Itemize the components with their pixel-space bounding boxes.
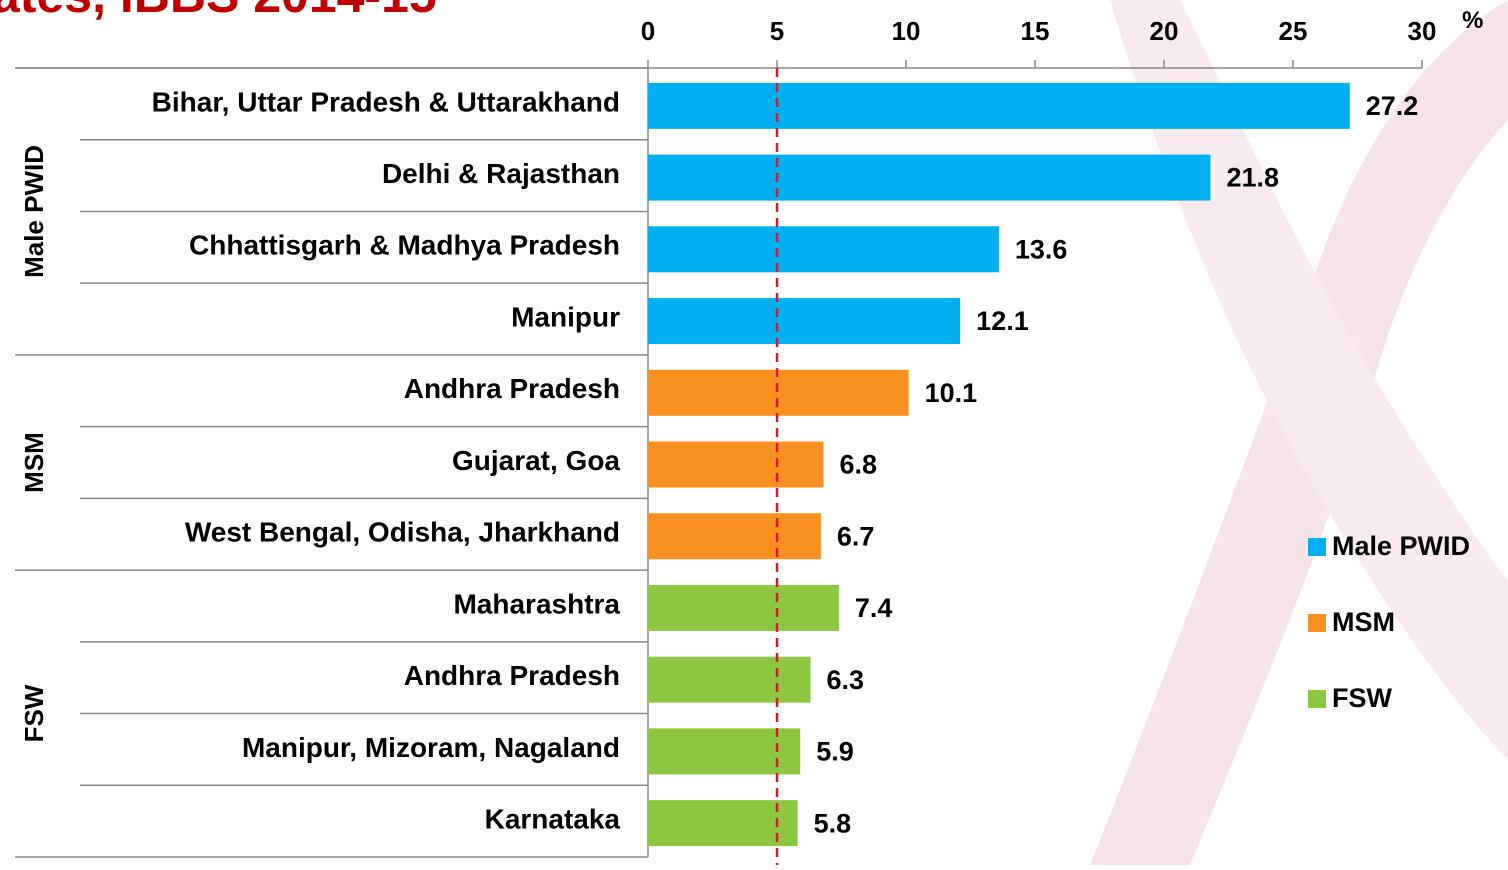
bar <box>648 585 839 631</box>
value-label: 5.9 <box>816 737 854 767</box>
value-label: 13.6 <box>1015 234 1068 264</box>
x-tick-label: 20 <box>1150 16 1179 46</box>
value-label: 6.3 <box>827 665 865 695</box>
y-tick-label: Manipur, Mizoram, Nagaland <box>242 732 620 763</box>
page: {"chart_data": {"type": "bar", "orientat… <box>0 0 1508 865</box>
bar <box>648 226 999 272</box>
bar <box>648 513 821 559</box>
group-label: FSW <box>19 684 49 742</box>
legend-label: MSM <box>1332 607 1395 637</box>
x-tick-label: 30 <box>1408 16 1437 46</box>
y-tick-label: Gujarat, Goa <box>452 445 620 476</box>
group-label: Male PWID <box>19 145 49 278</box>
y-tick-label: Chhattisgarh & Madhya Pradesh <box>189 230 620 261</box>
x-tick-label: 10 <box>892 16 921 46</box>
value-label: 7.4 <box>855 593 893 623</box>
legend-swatch <box>1308 690 1326 708</box>
bar <box>648 83 1350 129</box>
value-label: 27.2 <box>1366 91 1419 121</box>
y-tick-label: Delhi & Rajasthan <box>382 158 620 189</box>
y-tick-label: Andhra Pradesh <box>404 373 620 404</box>
x-tick-label: 25 <box>1279 16 1308 46</box>
bar <box>648 657 811 703</box>
y-tick-label: West Bengal, Odisha, Jharkhand <box>185 517 620 548</box>
x-tick-label: 15 <box>1021 16 1050 46</box>
bar <box>648 442 823 488</box>
y-tick-label: Bihar, Uttar Pradesh & Uttarakhand <box>152 86 620 117</box>
y-tick-label: Karnataka <box>485 804 621 835</box>
value-label: 5.8 <box>814 808 852 838</box>
y-tick-label: Manipur <box>511 301 620 332</box>
group-label: MSM <box>19 432 49 493</box>
unit-label: % <box>1462 7 1483 34</box>
legend-swatch <box>1308 614 1326 632</box>
value-label: 6.8 <box>839 450 877 480</box>
chart: ates, IBBS 2014-15 % 0 5 10 15 20 25 30 Male PW… <box>0 0 1508 865</box>
bar <box>648 155 1210 201</box>
value-label: 12.1 <box>976 306 1029 336</box>
x-tick-label: 0 <box>641 16 655 46</box>
y-tick-label: Andhra Pradesh <box>404 660 620 691</box>
chart-title: ates, IBBS 2014-15 <box>0 0 437 23</box>
y-tick-label: Maharashtra <box>453 588 620 619</box>
bar <box>648 370 909 416</box>
bar <box>648 800 798 846</box>
legend-swatch <box>1308 538 1326 556</box>
x-tick-label: 5 <box>770 16 784 46</box>
value-label: 6.7 <box>837 521 875 551</box>
legend-label: Male PWID <box>1332 531 1470 561</box>
value-label: 10.1 <box>925 378 978 408</box>
value-label: 21.8 <box>1226 163 1279 193</box>
bar <box>648 298 960 344</box>
legend-label: FSW <box>1332 683 1393 713</box>
